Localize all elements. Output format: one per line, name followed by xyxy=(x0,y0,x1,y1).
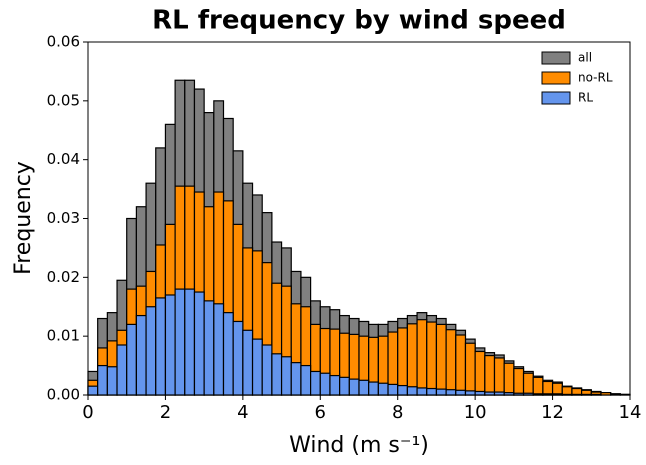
bar xyxy=(310,370,321,396)
bar xyxy=(522,372,534,396)
bar xyxy=(300,364,312,396)
bar xyxy=(406,323,418,396)
bar xyxy=(445,389,457,396)
bar xyxy=(261,344,273,396)
x-tick-label: 4 xyxy=(237,402,248,423)
y-tick-label: 0.01 xyxy=(47,327,80,345)
bar xyxy=(203,300,215,396)
x-tick-label: 8 xyxy=(392,402,403,423)
y-tick-label: 0.04 xyxy=(47,150,80,168)
bar xyxy=(116,344,128,396)
bar xyxy=(126,323,137,396)
legend-label: all xyxy=(578,51,592,65)
bar xyxy=(455,334,467,396)
bar xyxy=(164,294,176,396)
x-tick-label: 14 xyxy=(619,402,642,423)
bar xyxy=(426,387,438,396)
y-tick-label: 0.03 xyxy=(47,209,80,227)
bar xyxy=(348,378,360,396)
bar xyxy=(271,353,283,396)
bar xyxy=(416,319,428,396)
bar xyxy=(397,327,408,396)
bar xyxy=(464,342,476,396)
bar xyxy=(426,321,438,396)
bar xyxy=(416,387,428,396)
y-tick-label: 0.02 xyxy=(47,268,80,286)
x-tick-label: 10 xyxy=(464,402,487,423)
bar xyxy=(484,354,496,396)
bar xyxy=(193,291,205,396)
legend-swatch xyxy=(541,51,571,65)
bar xyxy=(455,389,467,396)
bar xyxy=(87,385,99,396)
legend-swatch xyxy=(541,91,571,105)
bar xyxy=(339,376,350,396)
bar xyxy=(445,329,457,396)
bar xyxy=(358,379,370,396)
bar xyxy=(232,320,244,396)
bar xyxy=(290,362,302,396)
bar xyxy=(135,314,147,396)
bar xyxy=(493,357,505,396)
bar xyxy=(222,312,234,396)
bar xyxy=(513,367,525,396)
legend-swatch xyxy=(541,71,571,85)
bar xyxy=(251,338,263,396)
bar xyxy=(542,380,554,396)
y-tick-label: 0.05 xyxy=(47,91,80,109)
bar xyxy=(397,384,408,396)
bar xyxy=(368,381,379,396)
bar xyxy=(464,390,476,396)
bar xyxy=(213,303,225,396)
x-axis-label: Wind (m s⁻¹) xyxy=(289,433,429,458)
bar xyxy=(242,329,254,396)
bar xyxy=(319,372,331,396)
bar xyxy=(329,374,341,396)
bar xyxy=(106,366,118,396)
bar xyxy=(377,382,389,396)
bar xyxy=(184,288,196,396)
bar xyxy=(97,364,108,396)
legend-label: no-RL xyxy=(578,71,613,85)
bar xyxy=(503,362,515,396)
chart-title: RL frequency by wind speed xyxy=(152,6,566,36)
bar xyxy=(561,386,573,396)
bar xyxy=(174,288,186,396)
bar xyxy=(145,306,157,396)
legend-label: RL xyxy=(578,91,593,105)
x-tick-label: 0 xyxy=(82,402,93,423)
x-tick-label: 6 xyxy=(315,402,326,423)
bar xyxy=(435,388,447,396)
bar xyxy=(387,383,399,396)
y-tick-label: 0.06 xyxy=(47,33,80,51)
bar xyxy=(155,297,167,396)
x-tick-label: 2 xyxy=(160,402,171,423)
bar xyxy=(280,356,292,396)
y-tick-label: 0.00 xyxy=(47,386,80,404)
bar xyxy=(474,390,486,396)
bar xyxy=(532,376,544,396)
bar xyxy=(474,350,486,396)
bar xyxy=(406,386,418,396)
x-tick-label: 12 xyxy=(541,402,564,423)
y-axis-label: Frequency xyxy=(11,161,36,275)
bar xyxy=(435,323,447,396)
